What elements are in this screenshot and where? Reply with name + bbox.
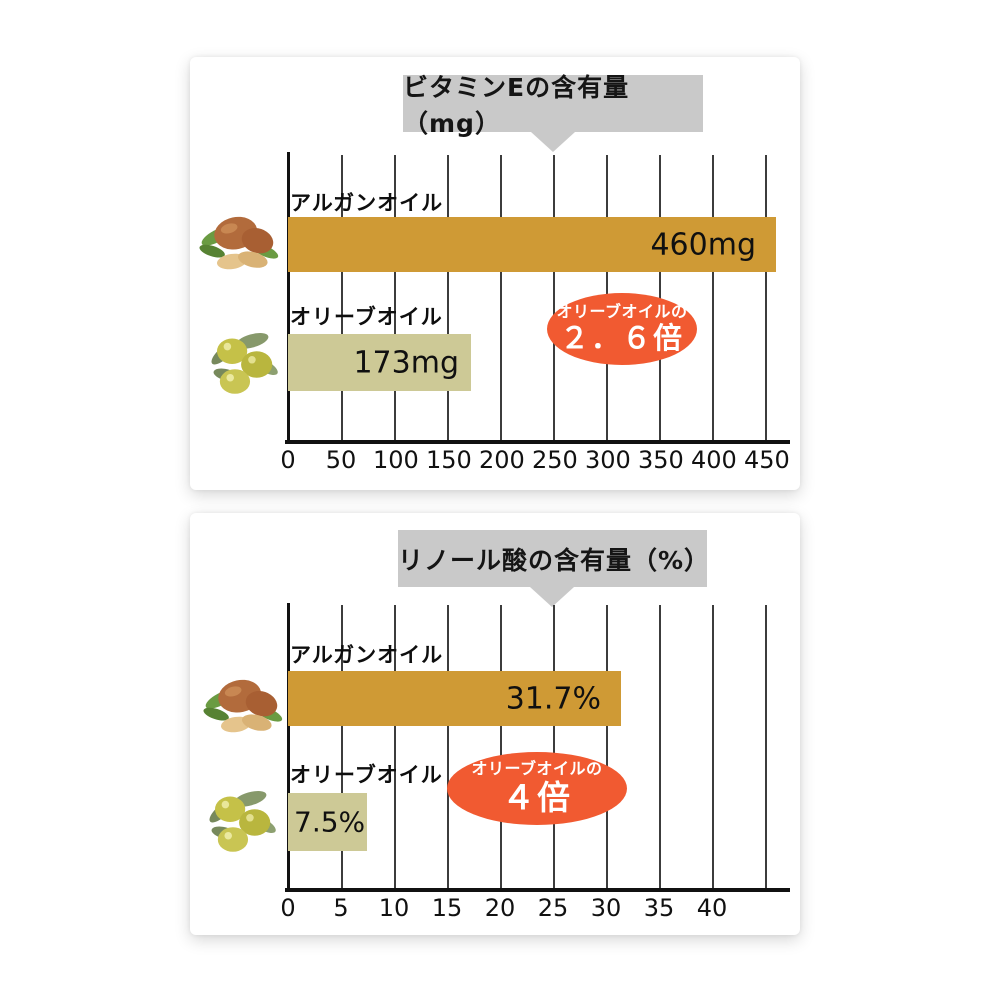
chart-title: ビタミンEの含有量（mg）: [403, 72, 630, 138]
axis-tick-label: 35: [643, 894, 675, 922]
bar-label-olive-oil: オリーブオイル: [290, 763, 443, 787]
axis-tick-label: 30: [590, 894, 622, 922]
bar-olive-oil: 7.5%: [288, 793, 367, 851]
title-pointer-arrow: [531, 132, 575, 152]
gridline: [606, 605, 608, 888]
gridline: [500, 155, 502, 440]
axis-tick-label: 20: [484, 894, 516, 922]
bar-value-argan-oil: 31.7%: [505, 681, 601, 716]
gridline: [447, 155, 449, 440]
x-axis-line: [285, 440, 790, 444]
gridline: [394, 155, 396, 440]
bar-value-olive-oil: 173mg: [353, 345, 459, 380]
multiplier-caption: オリーブオイルの: [556, 302, 688, 322]
gridline: [659, 605, 661, 888]
bar-argan-oil: 460mg: [288, 217, 776, 272]
vitamin-e-chart-card: ビタミンEの含有量（mg） アルガンオイル 460mg: [190, 57, 800, 490]
bar-label-argan-oil: アルガンオイル: [290, 191, 444, 215]
bar-value-olive-oil: 7.5%: [294, 805, 366, 839]
chart-title: リノール酸の含有量（%）: [398, 545, 711, 575]
chart-title-box: ビタミンEの含有量（mg）: [403, 73, 703, 138]
x-axis-line: [285, 888, 790, 892]
argan-nuts-icon: [203, 679, 283, 733]
gridline: [765, 605, 767, 888]
axis-tick-label: 400: [691, 446, 737, 474]
argan-nuts-icon: [199, 216, 279, 270]
axis-tick-label: 150: [426, 446, 472, 474]
axis-tick-label: 25: [537, 894, 569, 922]
gridline: [553, 605, 555, 888]
axis-tick-label: 40: [696, 894, 728, 922]
gridline: [341, 155, 343, 440]
bar-label-olive-oil: オリーブオイル: [290, 305, 443, 329]
axis-tick-label: 450: [744, 446, 790, 474]
multiplier-badge: オリーブオイルの ４倍: [447, 752, 627, 825]
axis-tick-label: 15: [431, 894, 463, 922]
gridline: [341, 605, 343, 888]
multiplier-value: ４倍: [502, 777, 572, 817]
bar-olive-oil: 173mg: [288, 334, 471, 391]
gridline: [394, 605, 396, 888]
y-axis-line: [287, 603, 290, 888]
chart-title-box: リノール酸の含有量（%）: [398, 530, 711, 587]
gridline: [447, 605, 449, 888]
gridline: [553, 155, 555, 440]
bar-label-argan-oil: アルガンオイル: [290, 643, 444, 667]
axis-tick-label: 200: [479, 446, 525, 474]
y-axis-line: [287, 152, 290, 440]
olives-icon: [209, 790, 276, 852]
axis-tick-label: 0: [280, 894, 296, 922]
linoleic-acid-chart-card: リノール酸の含有量（%） アルガンオイル 31.7%: [190, 513, 800, 935]
multiplier-caption: オリーブオイルの: [471, 759, 603, 779]
axis-tick-label: 250: [532, 446, 578, 474]
axis-tick-label: 300: [585, 446, 631, 474]
bar-value-argan-oil: 460mg: [650, 227, 756, 262]
axis-tick-label: 350: [638, 446, 684, 474]
gridline: [765, 155, 767, 440]
axis-tick-label: 5: [333, 894, 349, 922]
axis-tick-label: 50: [325, 446, 357, 474]
axis-tick-label: 100: [373, 446, 419, 474]
gridline: [712, 605, 714, 888]
gridline: [500, 605, 502, 888]
multiplier-badge: オリーブオイルの ２．６倍: [547, 293, 697, 365]
olives-icon: [211, 332, 278, 394]
bar-argan-oil: 31.7%: [288, 671, 621, 726]
axis-tick-label: 10: [378, 894, 410, 922]
multiplier-value: ２．６倍: [559, 320, 684, 355]
axis-tick-label: 0: [280, 446, 296, 474]
gridline: [712, 155, 714, 440]
title-pointer-arrow: [530, 587, 574, 607]
